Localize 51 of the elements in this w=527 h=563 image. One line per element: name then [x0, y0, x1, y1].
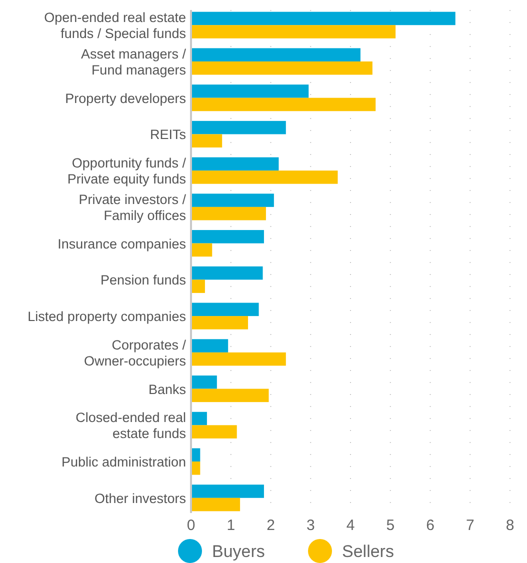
y-tick-label: Closed-ended real estate funds — [76, 410, 186, 441]
bar — [191, 302, 259, 316]
y-tick-label: Other investors — [94, 490, 186, 506]
x-tick-label: 5 — [386, 517, 395, 534]
y-tick-label: Corporates / Owner-occupiers — [84, 336, 186, 368]
x-tick-label: 3 — [306, 517, 315, 534]
bar — [191, 134, 222, 148]
bar — [191, 243, 212, 257]
legend-label: Sellers — [342, 542, 394, 561]
bar — [191, 376, 217, 389]
bar — [191, 498, 240, 512]
y-tick-label: REITs — [150, 126, 186, 142]
bar — [191, 84, 309, 98]
bar — [191, 170, 338, 184]
x-tick-label: 7 — [466, 517, 474, 534]
x-tick-label: 6 — [426, 517, 434, 534]
x-tick-label: 1 — [226, 517, 236, 534]
bar — [191, 484, 264, 498]
x-tick-label: 8 — [506, 517, 514, 534]
bar — [191, 157, 279, 171]
bar — [191, 61, 372, 75]
y-tick-label: Public administration — [61, 454, 186, 470]
bar — [191, 412, 207, 426]
bar — [191, 120, 286, 134]
bar — [191, 425, 237, 438]
bar — [191, 266, 263, 280]
y-tick-label: Listed property companies — [28, 308, 186, 324]
bar — [191, 316, 248, 330]
bar — [191, 194, 274, 207]
bar — [191, 280, 205, 293]
legend-label: Buyers — [212, 542, 265, 561]
y-tick-label: Banks — [148, 381, 186, 396]
y-tick-label: Property developers — [65, 90, 186, 106]
x-tick-label: 0 — [186, 517, 196, 534]
bar — [191, 48, 360, 62]
y-tick-label: Insurance companies — [58, 236, 186, 251]
bar — [191, 206, 266, 220]
y-tick-label: Pension funds — [100, 272, 186, 288]
bar — [191, 230, 264, 244]
bar — [191, 352, 286, 366]
bar — [191, 388, 269, 402]
y-tick-label: Opportunity funds / Private equity funds — [67, 155, 186, 186]
bar — [191, 339, 228, 352]
bar — [191, 12, 456, 26]
x-tick-label: 4 — [346, 517, 355, 534]
y-tick-label: Asset managers / Fund managers — [80, 46, 186, 77]
y-tick-label: Private investors / Family offices — [78, 191, 186, 222]
bar — [191, 98, 376, 112]
x-tick-label: 2 — [266, 517, 275, 534]
bar — [191, 25, 396, 38]
y-tick-label: Open-ended real estate funds / Special funds — [44, 10, 186, 41]
